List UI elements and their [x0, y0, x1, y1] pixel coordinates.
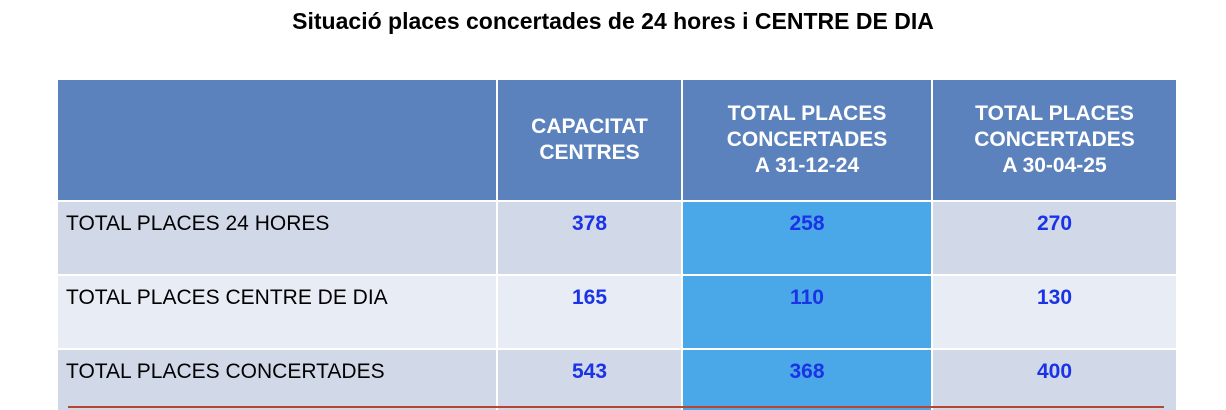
header-line: A 30-04-25	[1002, 154, 1107, 177]
table-row: TOTAL PLACES CENTRE DE DIA 165 110 130	[56, 274, 1178, 350]
row-label: TOTAL PLACES CENTRE DE DIA	[56, 274, 498, 350]
header-capacitat-centres: CAPACITAT CENTRES	[496, 78, 683, 202]
cell-capacitat: 165	[496, 274, 683, 350]
header-line: TOTAL PLACES	[975, 102, 1134, 125]
cell-total-30-04-25: 400	[931, 348, 1178, 410]
header-line: TOTAL PLACES	[727, 102, 887, 125]
cell-capacitat: 378	[496, 200, 683, 276]
header-line: CONCERTADES	[974, 128, 1135, 151]
row-label: TOTAL PLACES CONCERTADES	[56, 348, 498, 410]
cell-total-30-04-25: 130	[931, 274, 1178, 350]
cell-total-31-12-24: 110	[681, 274, 933, 350]
header-total-places-31-12-24: TOTAL PLACES CONCERTADES A 31-12-24	[681, 78, 933, 202]
header-line: CONCERTADES	[726, 128, 888, 151]
row-label: TOTAL PLACES 24 HORES	[56, 200, 498, 276]
table-row: TOTAL PLACES CONCERTADES 543 368 400	[56, 348, 1178, 410]
cell-total-30-04-25: 270	[931, 200, 1178, 276]
table-row: TOTAL PLACES 24 HORES 378 258 270	[56, 200, 1178, 276]
header-line: CAPACITAT	[531, 115, 648, 138]
bottom-divider	[68, 406, 1164, 408]
page-title: Situació places concertades de 24 hores …	[292, 8, 934, 34]
header-line: A 31-12-24	[754, 154, 860, 177]
cell-total-31-12-24: 368	[681, 348, 933, 410]
table-header-row: CAPACITAT CENTRES TOTAL PLACES CONCERTAD…	[56, 78, 1178, 202]
cell-total-31-12-24: 258	[681, 200, 933, 276]
header-total-places-30-04-25: TOTAL PLACES CONCERTADES A 30-04-25	[931, 78, 1178, 202]
header-line: CENTRES	[539, 141, 640, 164]
places-table: CAPACITAT CENTRES TOTAL PLACES CONCERTAD…	[56, 78, 1178, 410]
cell-capacitat: 543	[496, 348, 683, 410]
header-empty-cell	[56, 78, 498, 202]
